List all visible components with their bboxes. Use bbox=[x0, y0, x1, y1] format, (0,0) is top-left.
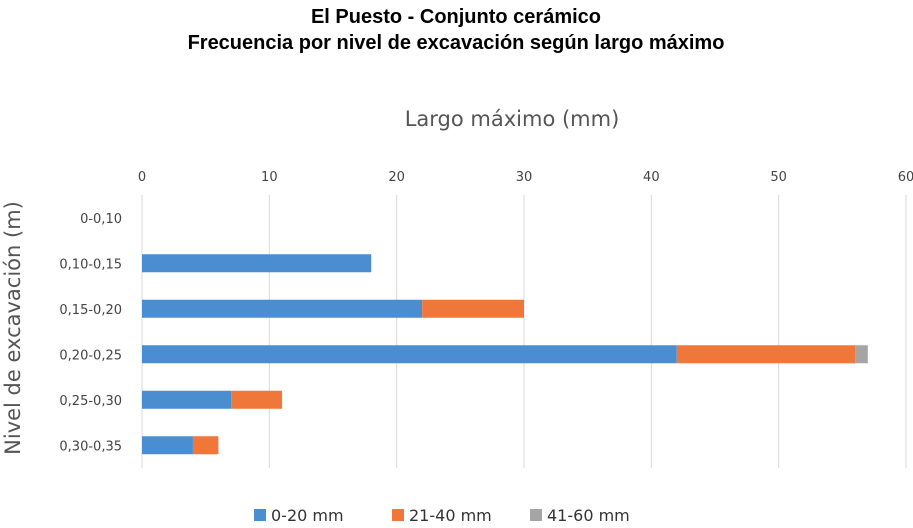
bar-segment-2 bbox=[192, 436, 219, 455]
y-tick-label: 0,30-0,35 bbox=[59, 439, 122, 454]
y-tick-label: 0,10-0,15 bbox=[59, 257, 122, 272]
y-tick-label: 0,25-0,30 bbox=[59, 394, 122, 409]
y-tick-label: 0-0,10 bbox=[80, 212, 122, 227]
chart-title: El Puesto - Conjunto cerámico bbox=[311, 6, 601, 28]
gridlines bbox=[141, 195, 907, 468]
y-tick-label: 0,15-0,20 bbox=[59, 303, 122, 318]
x-tick-label: 0 bbox=[138, 170, 146, 185]
legend-label: 41-60 mm bbox=[547, 506, 630, 525]
bar-segment-1 bbox=[142, 436, 193, 455]
legend-swatch bbox=[254, 509, 266, 521]
x-tick-label: 40 bbox=[643, 170, 660, 185]
bar-segment-2 bbox=[231, 390, 283, 409]
x-axis-title: Largo máximo (mm) bbox=[405, 107, 620, 131]
legend-swatch bbox=[392, 509, 404, 521]
bar-segment-1 bbox=[142, 345, 677, 364]
y-axis-title: Nivel de excavación (m) bbox=[1, 201, 25, 455]
x-tick-label: 10 bbox=[261, 170, 278, 185]
bar-segment-3 bbox=[855, 345, 868, 364]
legend-swatch bbox=[530, 509, 542, 521]
y-tick-labels: 0-0,10 0,10-0,15 0,15-0,20 0,20-0,25 0,25-0,… bbox=[59, 212, 122, 455]
bar-segment-1 bbox=[142, 299, 423, 318]
x-tick-label: 50 bbox=[770, 170, 787, 185]
bar-segment-2 bbox=[676, 345, 856, 364]
x-tick-label: 20 bbox=[388, 170, 405, 185]
x-tick-label: 30 bbox=[516, 170, 533, 185]
chart-subtitle: Frecuencia por nivel de excavación según… bbox=[188, 32, 725, 54]
legend-label: 0-20 mm bbox=[271, 506, 344, 525]
legend-label: 21-40 mm bbox=[409, 506, 492, 525]
bar-segment-1 bbox=[142, 390, 232, 409]
bars bbox=[142, 254, 868, 455]
bar-segment-2 bbox=[422, 299, 524, 318]
x-tick-label: 60 bbox=[898, 170, 913, 185]
bar-segment-1 bbox=[142, 254, 372, 273]
y-tick-label: 0,20-0,25 bbox=[59, 348, 122, 363]
x-tick-labels: 0 10 20 30 40 50 60 bbox=[138, 170, 913, 185]
legend: 0-20 mm 21-40 mm 41-60 mm bbox=[254, 506, 630, 525]
